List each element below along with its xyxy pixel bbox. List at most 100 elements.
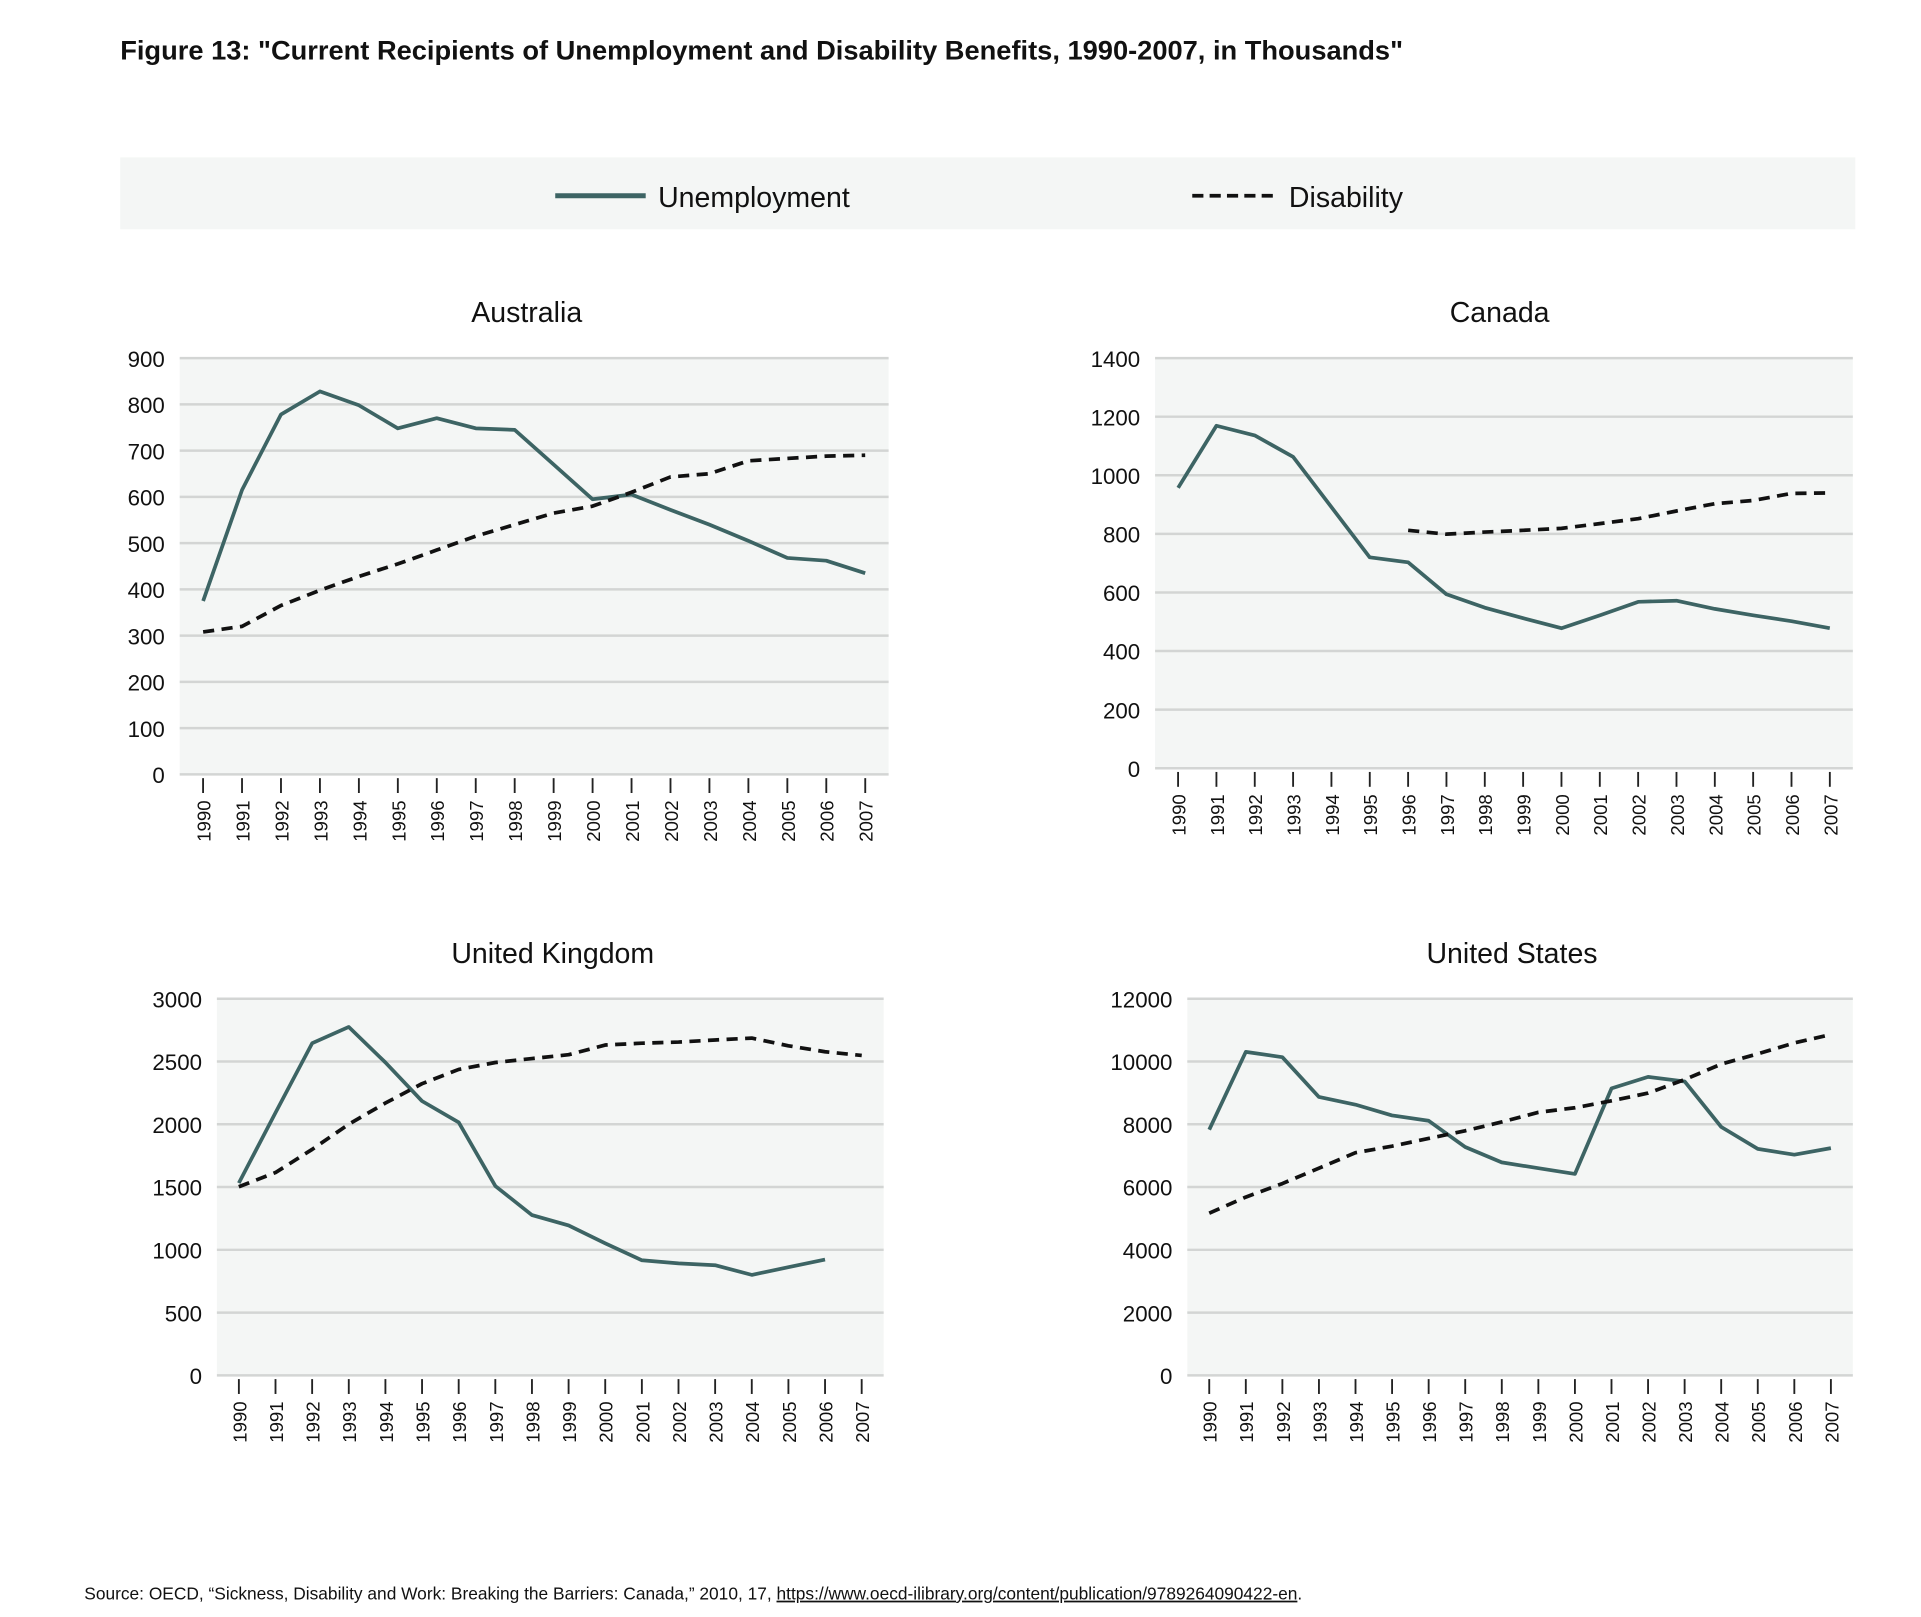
x-tick-label: 1990 (229, 1401, 250, 1442)
x-tick-label: 1995 (388, 800, 409, 841)
unemployment-line (237, 1025, 826, 1277)
x-tick-label: 2003 (706, 1401, 727, 1442)
y-tick-label: 2500 (152, 1050, 202, 1075)
x-tick-label: 1993 (1284, 794, 1305, 835)
y-tick-label: 1500 (152, 1176, 202, 1201)
x-tick-label: 2003 (1675, 1401, 1696, 1442)
x-tick-label: 2004 (1712, 1401, 1733, 1442)
y-tick-label: 900 (128, 347, 165, 372)
unemployment-line (201, 389, 866, 602)
x-tick-label: 1993 (310, 800, 331, 841)
y-tick-label: 8000 (1123, 1113, 1173, 1138)
x-tick-label: 2004 (1705, 794, 1726, 835)
x-tick-label: 2001 (1590, 794, 1611, 835)
x-tick-label: 2000 (1552, 794, 1573, 835)
legend-disability-label: Disability (1289, 182, 1404, 214)
x-tick-label: 1990 (194, 800, 215, 841)
x-tick-label: 1990 (1200, 1401, 1221, 1442)
x-tick-label: 1992 (1273, 1401, 1294, 1442)
legend-background (120, 157, 1856, 230)
x-tick-label: 1991 (1207, 794, 1228, 835)
x-tick-label: 2006 (815, 1401, 836, 1442)
chart-title: United Kingdom (451, 938, 654, 970)
x-tick-label: 1997 (1456, 1401, 1477, 1442)
x-tick-label: 2005 (1744, 794, 1765, 835)
y-tick-label: 4000 (1123, 1238, 1173, 1263)
x-tick-label: 1994 (1322, 794, 1343, 835)
x-tick-label: 1990 (1169, 794, 1190, 835)
x-tick-label: 1999 (559, 1401, 580, 1442)
x-tick-label: 1996 (1419, 1401, 1440, 1442)
chart-united-kingdom: United Kingdom 0 500 1000 1500 2000 2500 3000 19… (152, 938, 884, 1443)
x-tick-label: 1999 (544, 800, 565, 841)
x-tick-label: 2003 (700, 800, 721, 841)
y-tick-label: 200 (1103, 698, 1140, 723)
y-tick-label: 10000 (1110, 1050, 1172, 1075)
x-tick-label: 2005 (778, 800, 799, 841)
y-tick-label: 1000 (1091, 464, 1141, 489)
x-tick-label: 1998 (1492, 1401, 1513, 1442)
x-tick-label: 2002 (1629, 794, 1650, 835)
legend: Unemployment Disability (120, 157, 1856, 230)
x-tick-label: 1995 (1360, 794, 1381, 835)
x-tick-label: 1998 (505, 800, 526, 841)
x-tick-label: 1992 (303, 1401, 324, 1442)
plot-area (1155, 358, 1853, 769)
y-tick-label: 700 (128, 439, 165, 464)
x-tick-label: 2007 (1821, 1401, 1842, 1442)
plot-area (179, 358, 889, 775)
x-tick-label: 1995 (412, 1401, 433, 1442)
y-tick-label: 1200 (1091, 405, 1141, 430)
y-tick-label: 2000 (152, 1113, 202, 1138)
unemployment-line (1207, 1049, 1832, 1176)
chart-canada: Canada 0 200 400 600 800 1000 1200 1400 1990 1991 1… (1091, 297, 1853, 836)
source-link[interactable]: https://www.oecd-ilibrary.org/content/pu… (777, 1584, 1298, 1604)
x-tick-label: 2005 (1748, 1401, 1769, 1442)
source-text: Source: OECD, “Sickness, Disability and … (84, 1584, 776, 1604)
x-tick-label: 1998 (522, 1401, 543, 1442)
source-end: . (1297, 1584, 1302, 1604)
x-tick-label: 2006 (817, 800, 838, 841)
disability-line (1208, 1032, 1832, 1215)
y-tick-label: 400 (1103, 640, 1140, 665)
y-tick-label: 3000 (152, 987, 202, 1012)
x-tick-label: 2004 (742, 1401, 763, 1442)
y-tick-label: 0 (1128, 757, 1140, 782)
x-tick-label: 2005 (779, 1401, 800, 1442)
x-tick-label: 2007 (1820, 794, 1841, 835)
y-tick-label: 0 (152, 763, 164, 788)
y-tick-label: 600 (128, 486, 165, 511)
y-tick-label: 1400 (1091, 347, 1141, 372)
y-tick-label: 500 (128, 532, 165, 557)
y-tick-label: 600 (1103, 581, 1140, 606)
x-tick-label: 2006 (1782, 794, 1803, 835)
y-tick-label: 800 (128, 393, 165, 418)
x-tick-label: 1999 (1529, 1401, 1550, 1442)
x-tick-label: 2004 (739, 800, 760, 841)
x-tick-label: 2000 (1565, 1401, 1586, 1442)
x-tick-label: 1992 (271, 800, 292, 841)
x-tick-label: 2003 (1667, 794, 1688, 835)
y-tick-label: 1000 (152, 1238, 202, 1263)
y-tick-label: 100 (128, 717, 165, 742)
legend-unemployment-label: Unemployment (658, 182, 850, 214)
x-tick-label: 1997 (466, 800, 487, 841)
x-tick-label: 1993 (1309, 1401, 1330, 1442)
y-tick-label: 500 (165, 1301, 202, 1326)
x-tick-label: 2000 (596, 1401, 617, 1442)
x-tick-label: 2000 (583, 800, 604, 841)
y-tick-label: 400 (128, 578, 165, 603)
disability-line (202, 453, 866, 634)
chart-australia: Australia 0 100 200 300 400 500 600 700 800 900 199… (128, 297, 889, 842)
x-tick-label: 2002 (1638, 1401, 1659, 1442)
x-tick-label: 1996 (449, 1401, 470, 1442)
x-tick-label: 1994 (1346, 1401, 1367, 1442)
unemployment-line (1176, 423, 1831, 631)
x-tick-label: 1996 (1399, 794, 1420, 835)
y-tick-label: 12000 (1110, 987, 1172, 1012)
y-tick-label: 0 (1160, 1364, 1172, 1389)
y-tick-label: 200 (128, 671, 165, 696)
chart-title: Australia (471, 297, 582, 329)
x-tick-label: 2002 (669, 1401, 690, 1442)
